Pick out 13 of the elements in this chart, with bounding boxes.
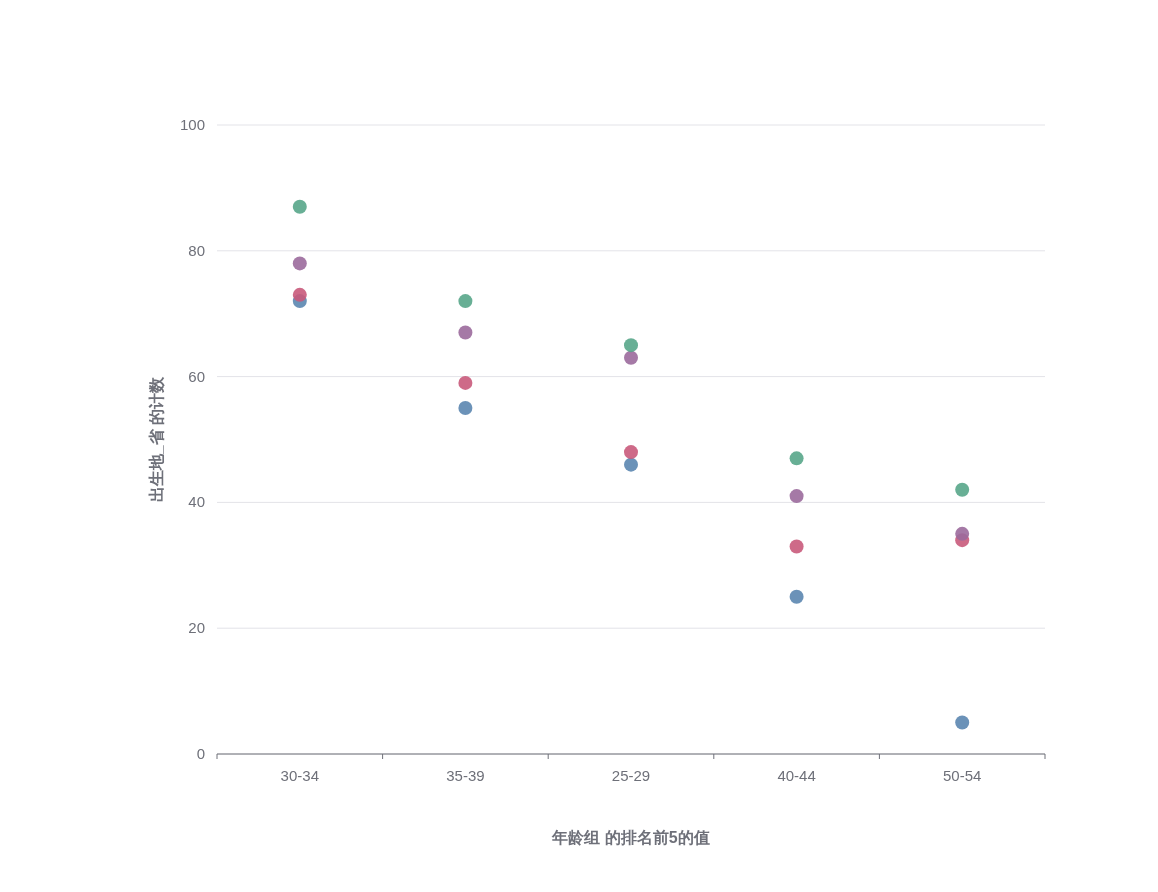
x-tick-label: 30-34 [280, 767, 319, 784]
x-tick-label: 50-54 [943, 767, 982, 784]
y-tick-label: 80 [188, 241, 205, 259]
y-tick-label: 100 [179, 116, 205, 133]
y-axis-title: 出生地_省 的计数 [148, 375, 165, 503]
y-tick-label: 0 [196, 745, 205, 762]
x-tick-label: 40-44 [777, 767, 816, 784]
x-axis-title: 年龄组 的排名前5的值 [551, 829, 710, 846]
y-tick-label: 40 [188, 493, 205, 511]
y-tick-label: 60 [188, 367, 205, 385]
x-tick-label: 35-39 [446, 767, 485, 784]
x-tick-label: 25-29 [611, 767, 651, 784]
y-tick-label: 20 [188, 619, 205, 637]
